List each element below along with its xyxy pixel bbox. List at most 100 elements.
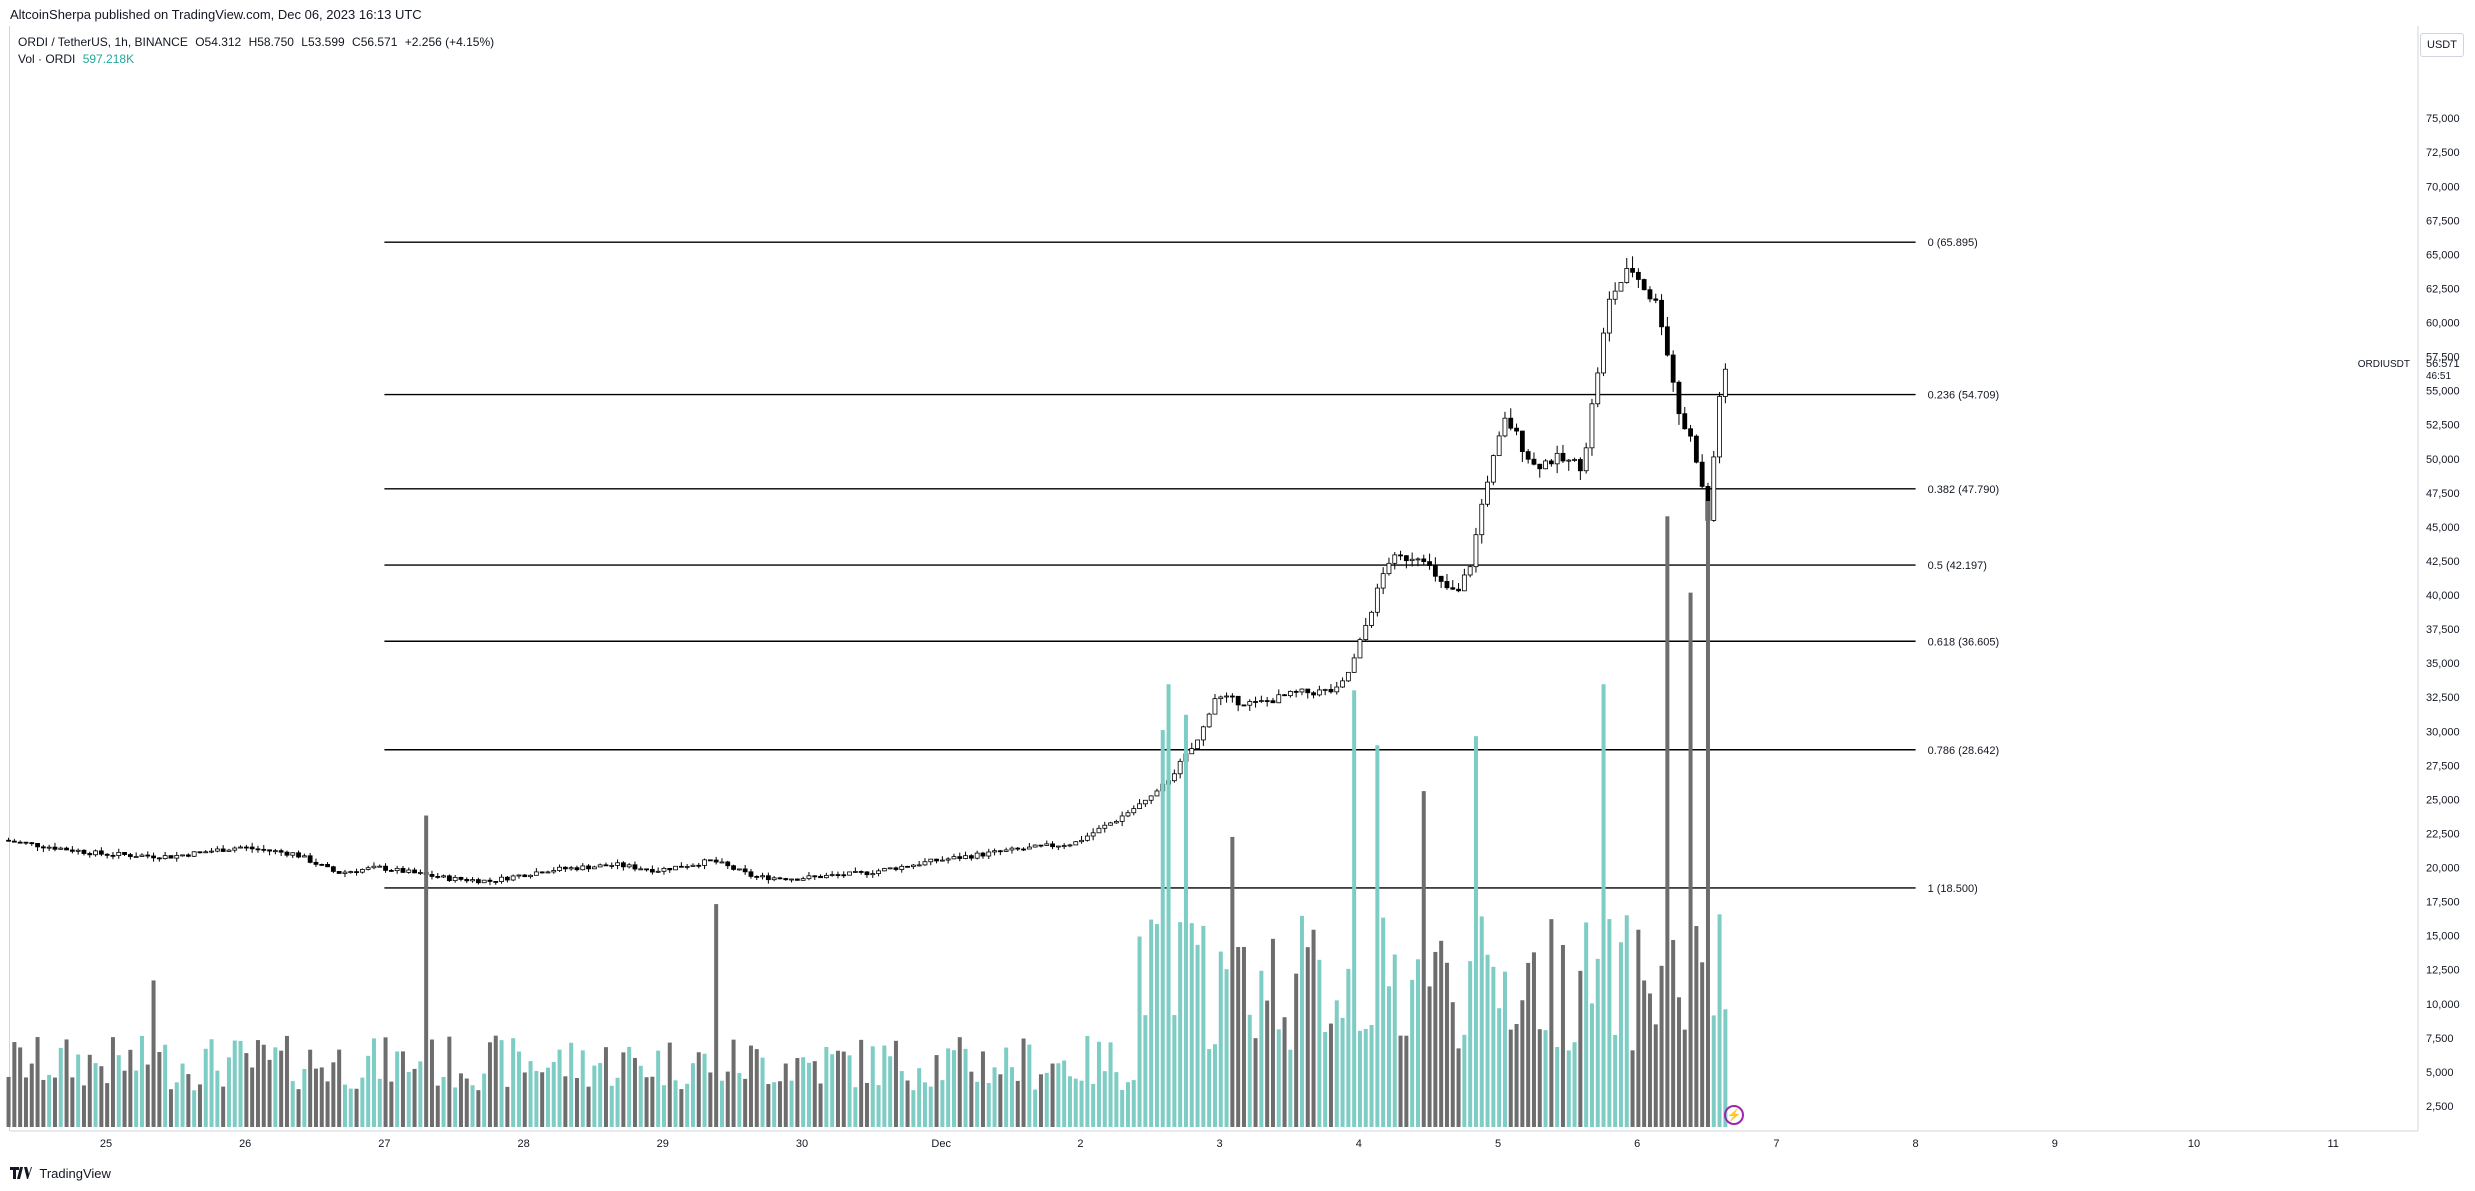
volume-bar — [650, 1076, 655, 1127]
volume-bar — [1479, 916, 1484, 1127]
volume-bar — [1067, 1076, 1072, 1127]
candle — [905, 865, 910, 868]
volume-bar — [1102, 1071, 1107, 1127]
candle — [342, 871, 348, 874]
volume-bar — [1618, 942, 1623, 1127]
volume-bar — [911, 1090, 916, 1127]
candle — [702, 859, 707, 866]
legend-close: C56.571 — [352, 35, 398, 49]
header-bar: AltcoinSherpa published on TradingView.c… — [0, 0, 2475, 22]
volume-bar — [963, 1048, 968, 1127]
footer-brand[interactable]: TradingView — [10, 1166, 111, 1181]
candle — [661, 867, 667, 872]
volume-bar — [151, 980, 156, 1127]
volume-bar — [331, 1062, 336, 1127]
volume-bar — [1688, 592, 1693, 1127]
volume-bar — [1352, 690, 1357, 1127]
volume-bar — [748, 1045, 753, 1127]
volume-bar — [1433, 951, 1438, 1127]
price-tick-label: 37,500 — [2426, 624, 2460, 636]
candle — [1067, 844, 1073, 847]
candle — [116, 852, 122, 856]
volume-bar — [302, 1068, 307, 1127]
time-tick-label: 25 — [100, 1138, 112, 1150]
candle — [1142, 799, 1148, 805]
candle — [330, 866, 336, 872]
volume-bar — [1555, 1046, 1560, 1127]
candle — [17, 841, 23, 844]
candle — [1171, 773, 1177, 782]
volume-bar — [551, 1061, 556, 1127]
candle — [1113, 821, 1119, 824]
volume-bar — [487, 1042, 492, 1127]
candle — [719, 861, 725, 864]
candle — [1044, 843, 1050, 846]
volume-bar — [99, 1066, 104, 1127]
flash-icon[interactable]: ⚡ — [1724, 1105, 1744, 1125]
volume-bar — [1723, 1009, 1728, 1127]
candle — [620, 862, 626, 868]
candle — [174, 855, 180, 859]
volume-bar — [1381, 917, 1386, 1127]
volume-bar — [87, 1054, 92, 1127]
volume-bar — [366, 1055, 371, 1127]
legend-volume-label[interactable]: Vol · ORDI — [18, 52, 76, 66]
candle — [1102, 824, 1108, 829]
price-tick-label: 60,000 — [2426, 318, 2460, 330]
candle — [574, 867, 580, 871]
volume-bar — [1166, 684, 1171, 1127]
volume-bar — [1549, 919, 1554, 1127]
candle — [6, 839, 11, 842]
candle — [1079, 839, 1084, 843]
volume-bar — [1044, 1072, 1049, 1127]
volume-bar — [250, 1067, 255, 1127]
candle — [968, 855, 974, 859]
volume-bar — [853, 1087, 858, 1127]
candle — [243, 846, 249, 849]
volume-bar — [772, 1082, 777, 1127]
volume-bar — [1595, 958, 1600, 1127]
volume-bar — [1502, 971, 1507, 1127]
volume-bar — [1404, 1035, 1409, 1127]
candle — [1351, 657, 1357, 673]
volume-bar — [1636, 929, 1641, 1127]
volume-bar — [1108, 1042, 1113, 1127]
volume-bar — [1125, 1082, 1130, 1127]
candle — [881, 868, 887, 872]
candle — [127, 854, 133, 857]
candle — [180, 854, 185, 857]
candle — [632, 864, 638, 870]
price-axis-unit-button[interactable]: USDT — [2420, 33, 2464, 57]
volume-bar — [795, 1057, 800, 1127]
candle — [1340, 680, 1345, 688]
time-tick-label: 26 — [239, 1138, 251, 1150]
candle — [110, 854, 116, 857]
volume-bar — [661, 1085, 666, 1127]
volume-bar — [186, 1074, 191, 1127]
volume-bar — [777, 1081, 782, 1127]
candle — [626, 864, 632, 868]
candle — [336, 871, 342, 874]
candle — [1386, 562, 1392, 575]
candle — [736, 868, 742, 871]
publish-info: AltcoinSherpa published on TradingView.c… — [10, 7, 422, 22]
volume-bar — [1369, 1025, 1374, 1127]
legend-symbol[interactable]: ORDI / TetherUS, 1h, BINANCE — [18, 35, 188, 49]
volume-bar — [499, 1040, 504, 1127]
candle — [406, 869, 412, 873]
candle — [1601, 332, 1606, 374]
volume-bar — [667, 1042, 672, 1127]
price-tick-label: 7,500 — [2426, 1033, 2454, 1045]
volume-bar — [511, 1038, 516, 1127]
candle — [1148, 795, 1154, 801]
candle — [1050, 843, 1055, 848]
volume-bar — [203, 1048, 208, 1127]
price-tick-label: 50,000 — [2426, 454, 2460, 466]
legend-volume-value: 597.218K — [82, 52, 135, 66]
volume-bar — [93, 1063, 98, 1127]
price-tick-label: 55,000 — [2426, 386, 2460, 398]
candle — [852, 871, 858, 873]
volume-bar — [621, 1052, 626, 1127]
candle — [1398, 554, 1403, 557]
